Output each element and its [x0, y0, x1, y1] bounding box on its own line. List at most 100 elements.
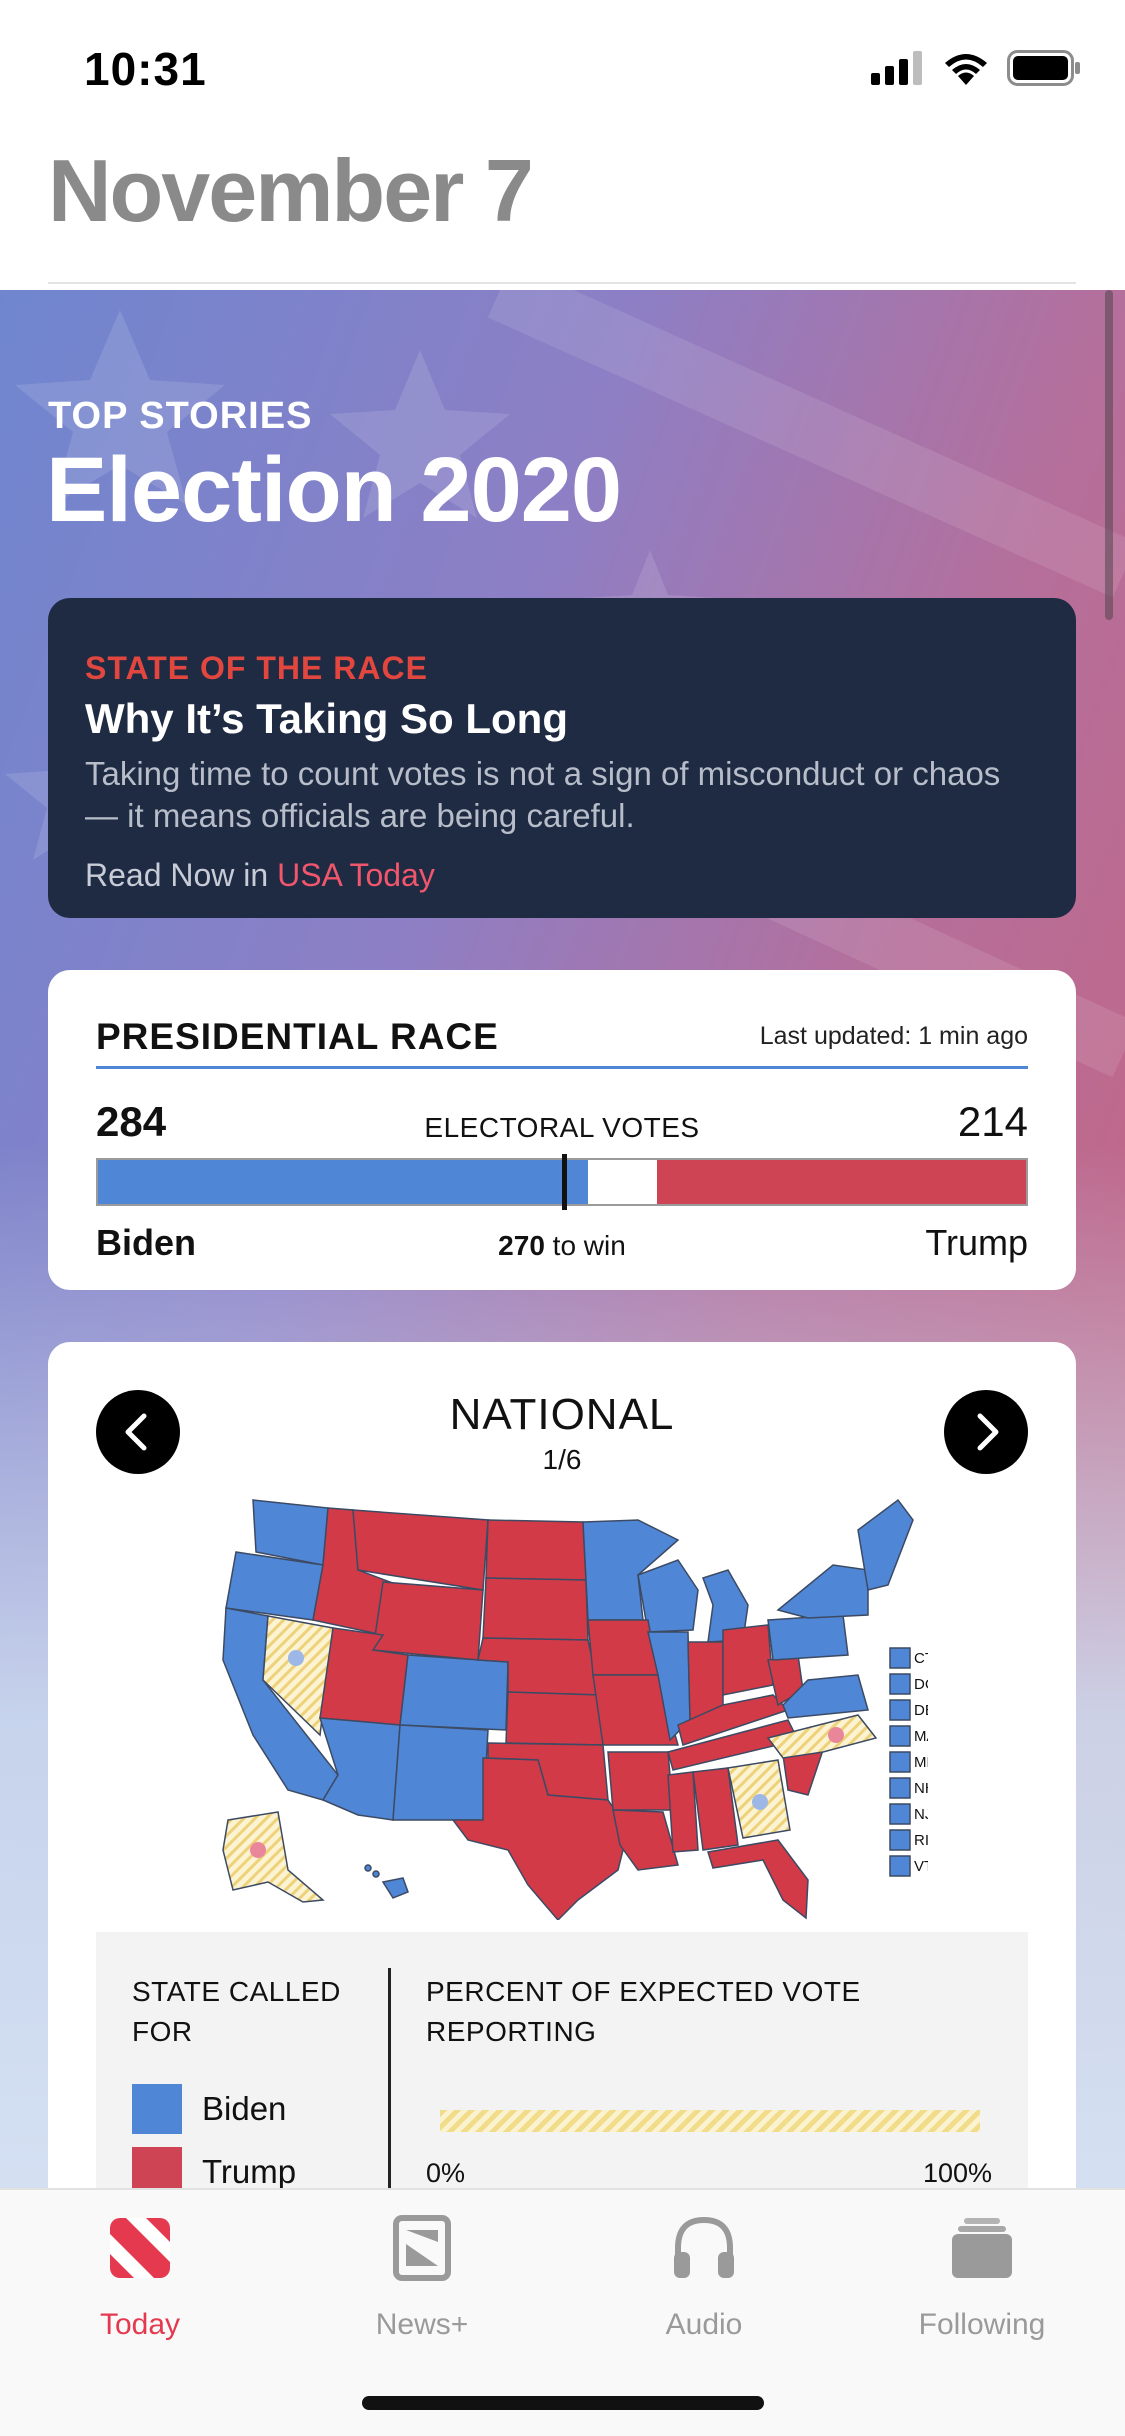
tab-following[interactable]: Following [882, 2212, 1082, 2362]
presidential-race-card[interactable]: PRESIDENTIAL RACE Last updated: 1 min ag… [48, 970, 1076, 1290]
nv-leading-dot [288, 1650, 304, 1666]
trump-electoral-votes: 214 [957, 1098, 1028, 1145]
tab-today[interactable]: Today [40, 2212, 240, 2362]
nc-leading-dot [828, 1727, 844, 1743]
read-now-label: Read Now in [85, 857, 269, 893]
ak-leading-dot [250, 1842, 266, 1858]
tab-label-news-plus: News+ [375, 2308, 469, 2341]
legend-label-trump: Trump [202, 2153, 297, 2190]
state-called-heading: STATE CALLED FOR [132, 1976, 341, 2047]
us-electoral-map[interactable]: CT DC DE MA MD NH NJ RI VT [208, 1490, 928, 1920]
small-state-label-nj: NJ [914, 1806, 928, 1823]
scroll-indicator[interactable] [1105, 290, 1113, 620]
small-state-box-md[interactable] [889, 1751, 911, 1773]
previous-map-button[interactable] [96, 1390, 180, 1474]
map-title: NATIONAL [449, 1390, 675, 1439]
to-win-number: 270 [498, 1230, 545, 1261]
small-state-label-vt: VT [914, 1858, 928, 1875]
top-story-card[interactable]: STATE OF THE RACE Why It’s Taking So Lon… [48, 598, 1076, 918]
biden-electoral-votes: 284 [96, 1098, 167, 1145]
news-plus-icon [393, 2215, 451, 2281]
small-state-box-ri[interactable] [889, 1829, 911, 1851]
small-state-label-ma: MA [914, 1728, 928, 1745]
map-state-hi[interactable] [381, 1877, 409, 1899]
legend-divider [388, 1968, 391, 2242]
map-state-la[interactable] [612, 1809, 679, 1871]
small-state-label-ct: CT [914, 1650, 928, 1667]
map-state-nd[interactable] [485, 1519, 587, 1581]
battery-icon [1007, 50, 1080, 86]
biden-name: Biden [96, 1222, 197, 1263]
wifi-icon [945, 54, 987, 85]
map-state-pa[interactable] [767, 1614, 849, 1661]
tab-label-audio: Audio [665, 2308, 743, 2341]
read-now-link[interactable]: Read Now in USA Today [85, 857, 1039, 894]
chevron-right-icon [977, 1413, 999, 1451]
small-state-box-de[interactable] [889, 1699, 911, 1721]
reporting-heading: PERCENT OF EXPECTED VOTE REPORTING [426, 1976, 861, 2047]
map-state-or[interactable] [225, 1551, 324, 1621]
map-state-al[interactable] [692, 1767, 739, 1851]
trump-vote-segment [656, 1160, 1026, 1204]
map-state-tx[interactable] [451, 1757, 629, 1920]
tab-news-plus[interactable]: News+ [322, 2212, 522, 2362]
map-state-wa[interactable] [252, 1499, 329, 1566]
tab-label-following: Following [918, 2308, 1046, 2341]
race-title: PRESIDENTIAL RACE [96, 1016, 499, 1057]
map-state-mn[interactable] [582, 1519, 680, 1621]
headphones-icon [674, 2216, 734, 2278]
tab-bar: Today News+ Audio Following [0, 2188, 1125, 2436]
map-state-ny[interactable] [776, 1564, 869, 1619]
home-indicator[interactable] [362, 2396, 764, 2410]
last-updated: Last updated: 1 min ago [759, 1022, 1028, 1050]
story-headline[interactable]: Why It’s Taking So Long [85, 695, 568, 742]
legend-item-biden: Biden [132, 2084, 286, 2134]
story-description: Taking time to count votes is not a sign… [85, 755, 1001, 834]
map-state-va[interactable] [782, 1674, 869, 1719]
map-state-co[interactable] [399, 1654, 509, 1731]
win-threshold-marker [561, 1154, 567, 1210]
map-state-ak[interactable] [222, 1811, 325, 1903]
small-state-box-vt[interactable] [889, 1855, 911, 1877]
hi-island-icon-2 [372, 1870, 380, 1878]
tab-label-today: Today [99, 2308, 181, 2341]
small-state-label-de: DE [914, 1702, 928, 1719]
map-state-oh[interactable] [722, 1624, 774, 1696]
electoral-vote-bar [96, 1154, 1028, 1210]
small-state-label-dc: DC [914, 1676, 928, 1693]
national-map-card: NATIONAL 1/6 [48, 1342, 1076, 2242]
cellular-signal-icon [871, 51, 922, 85]
map-state-fl[interactable] [707, 1839, 809, 1920]
map-state-ms[interactable] [667, 1771, 699, 1853]
map-state-nv[interactable] [262, 1615, 334, 1737]
race-divider [96, 1066, 1028, 1069]
map-state-mo[interactable] [592, 1674, 679, 1746]
section-title: Election 2020 [46, 439, 622, 541]
next-map-button[interactable] [944, 1390, 1028, 1474]
small-state-box-ct[interactable] [889, 1647, 911, 1669]
small-state-box-dc[interactable] [889, 1673, 911, 1695]
reporting-max-label: 100% [922, 2158, 992, 2188]
status-time: 10:31 [84, 43, 207, 95]
small-state-label-md: MD [914, 1754, 928, 1771]
map-state-ar[interactable] [607, 1751, 674, 1811]
map-state-nc[interactable] [766, 1714, 878, 1759]
publisher-name[interactable]: USA Today [277, 857, 435, 893]
biden-vote-segment [98, 1160, 588, 1204]
small-state-box-nj[interactable] [889, 1803, 911, 1825]
map-state-ia[interactable] [587, 1619, 659, 1676]
to-win-suffix: to win [552, 1230, 626, 1261]
map-state-sd[interactable] [482, 1577, 589, 1641]
reporting-scale-bar [440, 2110, 980, 2132]
map-state-nm[interactable] [392, 1724, 489, 1821]
map-state-wy[interactable] [372, 1581, 484, 1661]
small-state-box-nh[interactable] [889, 1777, 911, 1799]
small-state-label-nh: NH [914, 1780, 928, 1797]
trump-name: Trump [925, 1222, 1028, 1263]
status-bar: 10:31 [0, 0, 1125, 140]
page-title: November 7 [48, 141, 534, 240]
tab-audio[interactable]: Audio [604, 2212, 804, 2362]
map-state-ks[interactable] [505, 1691, 604, 1746]
map-state-ne-states[interactable] [857, 1498, 914, 1591]
small-state-box-ma[interactable] [889, 1725, 911, 1747]
